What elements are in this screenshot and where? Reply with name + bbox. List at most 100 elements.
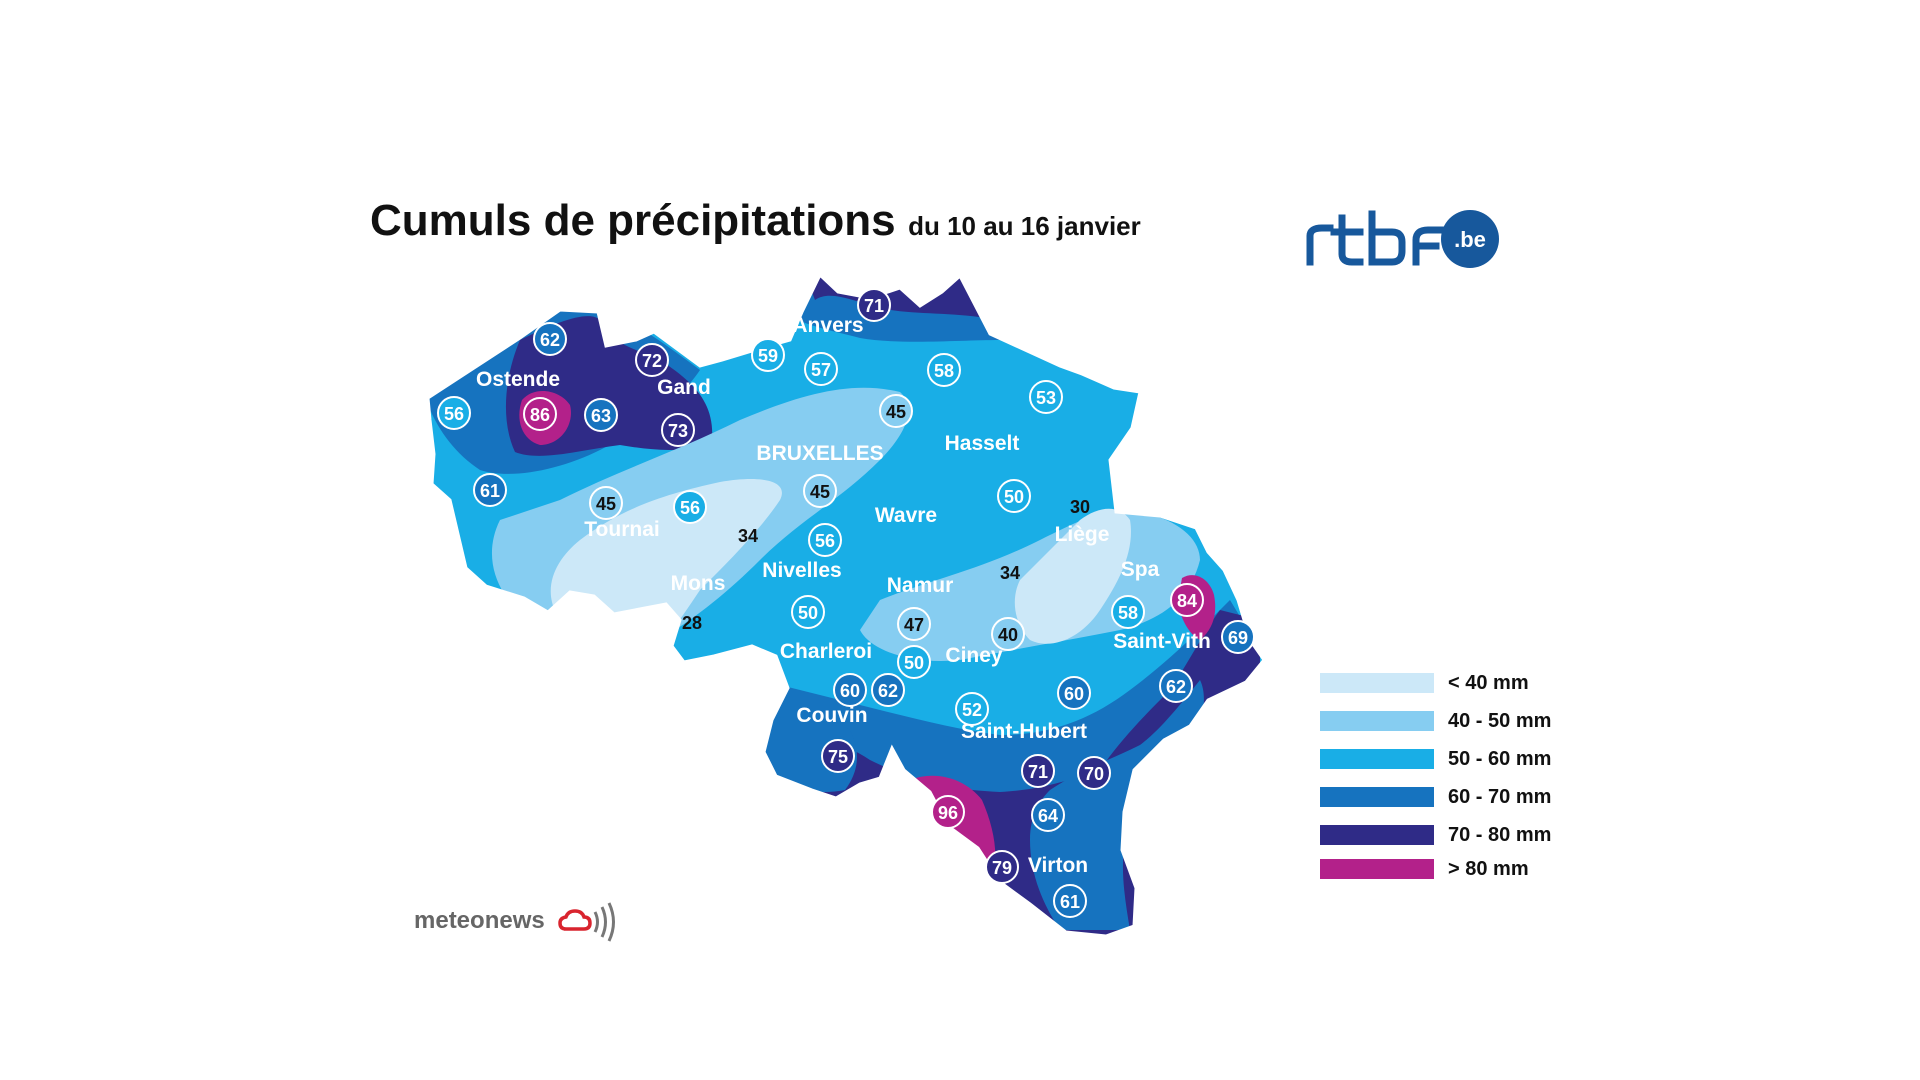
value-marker-circle [751, 338, 785, 372]
value-marker: 71 [857, 288, 891, 322]
city-label-tournai: Tournai [584, 518, 659, 541]
value-marker-label: 50 [1004, 487, 1024, 507]
value-marker: 64 [1031, 798, 1065, 832]
value-marker: 62 [1159, 669, 1193, 703]
city-label-charleroi: Charleroi [780, 640, 872, 663]
value-marker-label: 86 [530, 405, 550, 425]
value-marker: 62 [533, 322, 567, 356]
value-marker-label: 34 [738, 526, 758, 546]
city-label-couvin: Couvin [796, 704, 867, 727]
value-marker-circle [533, 322, 567, 356]
value-marker-label: 56 [444, 404, 464, 424]
value-marker-label: 50 [904, 653, 924, 673]
value-marker-circle [897, 645, 931, 679]
value-marker-circle [1053, 884, 1087, 918]
value-marker-label: 72 [642, 351, 662, 371]
legend-item: 50 - 60 mm [1320, 744, 1640, 774]
value-marker-label: 40 [998, 625, 1018, 645]
value-marker: 69 [1221, 620, 1255, 654]
zone-liege-lt40 [1014, 508, 1131, 644]
value-marker-label: 73 [668, 421, 688, 441]
legend-item: < 40 mm [1320, 668, 1640, 698]
value-marker-label: 70 [1084, 764, 1104, 784]
value-marker: 58 [927, 353, 961, 387]
value-marker-circle [1221, 620, 1255, 654]
value-marker-circle [1031, 798, 1065, 832]
value-marker-label: 71 [1028, 762, 1048, 782]
value-marker-label: 50 [798, 603, 818, 623]
value-marker-label: 60 [840, 681, 860, 701]
value-marker-circle [437, 396, 471, 430]
legend-label: 60 - 70 mm [1448, 786, 1552, 808]
city-label-anvers: Anvers [792, 314, 863, 337]
rtbf-logo: .be [1306, 210, 1499, 268]
value-marker: 47 [897, 607, 931, 641]
value-marker-circle [991, 617, 1025, 651]
value-marker-label: 28 [682, 613, 702, 633]
value-marker-circle [931, 795, 965, 829]
value-marker: 62 [871, 673, 905, 707]
value-marker-label: 45 [810, 482, 830, 502]
city-label-li-ge: Liège [1055, 523, 1110, 546]
value-marker-label: 61 [480, 481, 500, 501]
value-marker-circle [879, 394, 913, 428]
city-label-wavre: Wavre [875, 504, 937, 527]
legend-swatch [1320, 825, 1434, 845]
meteonews-logo: meteonews [414, 902, 615, 942]
city-label-hasselt: Hasselt [945, 432, 1020, 455]
legend-label: 70 - 80 mm [1448, 824, 1552, 846]
value-marker-label: 69 [1228, 628, 1248, 648]
value-marker-label: 56 [815, 531, 835, 551]
value-marker-circle [1021, 754, 1055, 788]
value-marker-circle [1170, 583, 1204, 617]
value-marker-label: 84 [1177, 591, 1197, 611]
city-labels: Anvers Ostende Gand BRUXELLES Hasselt Tournai… [476, 314, 1211, 877]
value-marker-circle [1111, 595, 1145, 629]
value-marker: 96 [931, 795, 965, 829]
city-label-bruxelles: BRUXELLES [756, 442, 883, 465]
legend-label: < 40 mm [1448, 672, 1529, 694]
value-marker: 59 [751, 338, 785, 372]
value-marker-circle [584, 398, 618, 432]
value-marker: 57 [804, 352, 838, 386]
value-marker: 56 [673, 490, 707, 524]
value-marker-circle [808, 523, 842, 557]
value-marker-label: 56 [680, 498, 700, 518]
value-marker: 30 [1070, 497, 1090, 517]
value-marker: 58 [1111, 595, 1145, 629]
value-marker-circle [473, 473, 507, 507]
legend-item: > 80 mm [1320, 854, 1640, 884]
value-marker: 45 [589, 486, 623, 520]
value-marker-label: 58 [1118, 603, 1138, 623]
city-label-nivelles: Nivelles [762, 559, 841, 582]
value-marker-circle [927, 353, 961, 387]
value-marker: 61 [473, 473, 507, 507]
value-marker-label: 47 [904, 615, 924, 635]
city-label-ostende: Ostende [476, 368, 560, 391]
value-marker-label: 71 [864, 296, 884, 316]
value-marker-circle [1029, 380, 1063, 414]
value-marker-circle [673, 490, 707, 524]
value-marker-label: 45 [596, 494, 616, 514]
value-marker: 73 [661, 413, 695, 447]
value-marker: 45 [803, 474, 837, 508]
value-marker-circle [897, 607, 931, 641]
city-label-namur: Namur [887, 574, 954, 597]
value-marker-circle [821, 739, 855, 773]
value-marker-label: 60 [1064, 684, 1084, 704]
value-marker-label: 62 [540, 330, 560, 350]
value-marker-circle [1057, 676, 1091, 710]
value-marker-label: 57 [811, 360, 831, 380]
map-subtitle: du 10 au 16 janvier [908, 211, 1141, 241]
value-marker-circle [871, 673, 905, 707]
city-label-saint-hubert: Saint-Hubert [961, 720, 1087, 743]
value-marker: 60 [1057, 676, 1091, 710]
legend-label: > 80 mm [1448, 858, 1529, 880]
value-marker-circle [589, 486, 623, 520]
value-marker: 71 [1021, 754, 1055, 788]
legend-swatch [1320, 787, 1434, 807]
value-marker-circle [833, 673, 867, 707]
city-label-mons: Mons [671, 572, 726, 595]
legend-swatch [1320, 859, 1434, 879]
